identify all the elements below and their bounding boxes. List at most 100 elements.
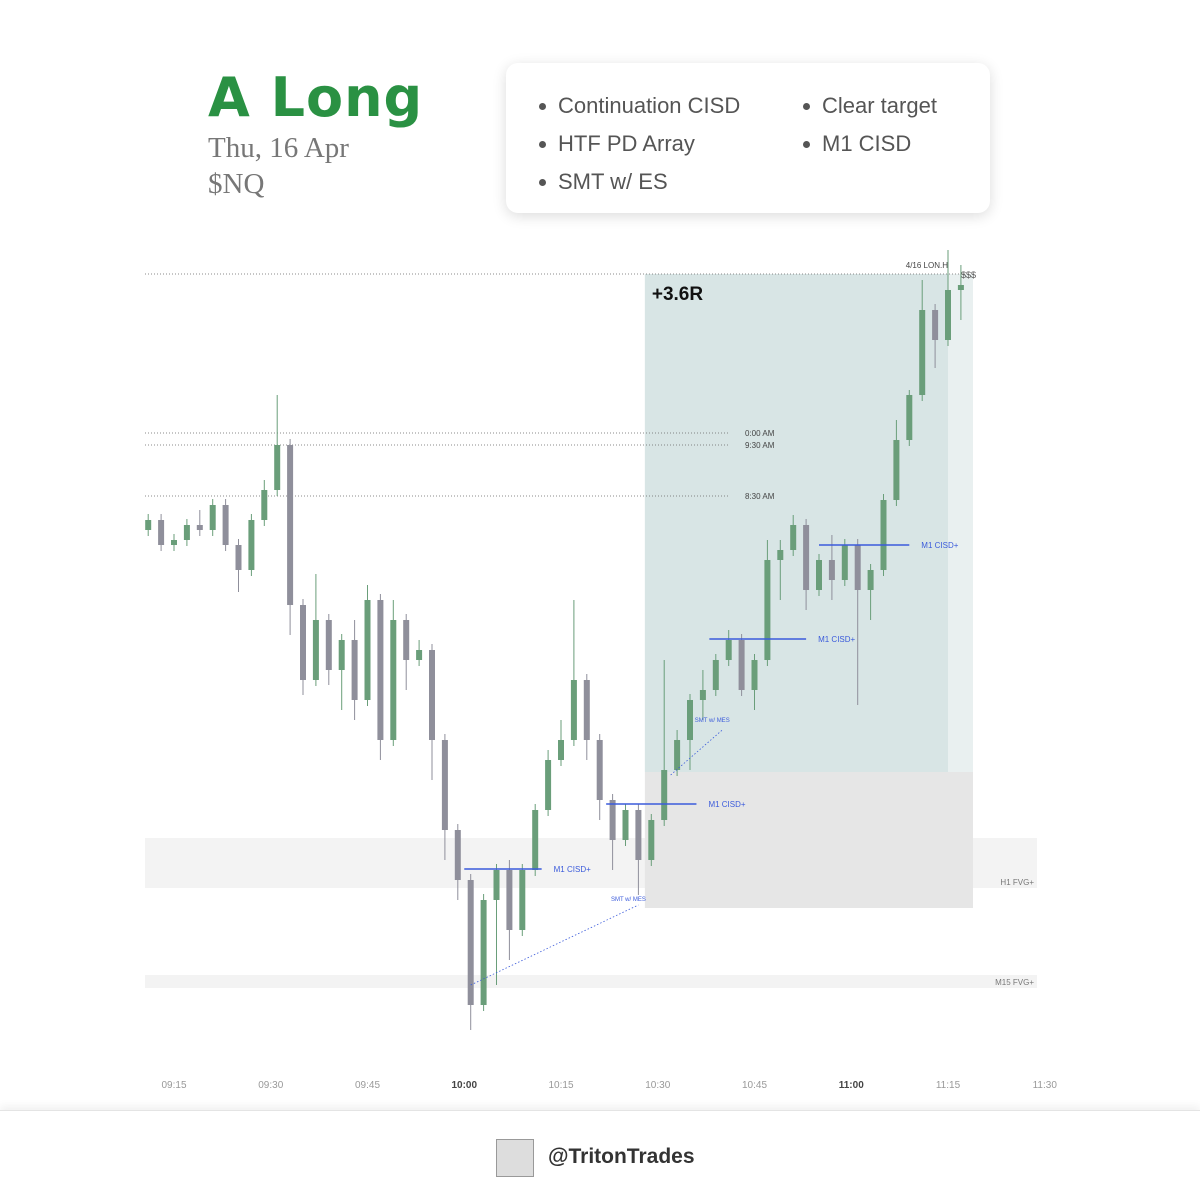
candle-body	[880, 500, 887, 570]
candle-body	[648, 820, 655, 860]
cisd-label: M1 CISD+	[921, 541, 958, 550]
candle-body	[429, 650, 435, 740]
target-zone	[644, 274, 948, 772]
candle-body	[609, 800, 616, 840]
handle: @TritonTrades	[548, 1145, 695, 1168]
level-label: 8:30 AM	[745, 492, 775, 501]
x-tick-label: 11:30	[1033, 1080, 1058, 1091]
candle-body	[545, 760, 552, 810]
candle-body	[751, 660, 758, 690]
candle-body	[454, 830, 461, 880]
candle-body	[493, 870, 500, 900]
candle-body	[777, 550, 784, 560]
avatar	[496, 1139, 534, 1177]
candle-body	[674, 740, 681, 770]
candle-body	[816, 560, 822, 590]
x-tick-label: 10:30	[645, 1080, 670, 1091]
candle-body	[222, 505, 229, 545]
candle-body	[932, 310, 939, 340]
stop-extension	[948, 772, 973, 908]
candle-body	[480, 900, 487, 1005]
checklist-item: Continuation CISD	[536, 87, 740, 125]
candle-body	[945, 290, 951, 340]
chart: H1 FVG+ M15 FVG+ +3.6R 4/16 LON.H 0:00 AM 9:3…	[145, 250, 1058, 1091]
candle-body	[867, 570, 874, 590]
candle-body	[390, 620, 397, 740]
candle-body	[622, 810, 629, 840]
x-tick-label: 09:30	[258, 1080, 283, 1091]
x-tick-label: 10:00	[451, 1080, 477, 1091]
cisd-label: M1 CISD+	[708, 800, 745, 809]
candle-body	[854, 545, 861, 590]
x-tick-label: 10:45	[742, 1080, 767, 1091]
candle-body	[261, 490, 268, 520]
candle-body	[158, 520, 165, 545]
candle-body	[661, 770, 668, 820]
candle-body	[467, 880, 474, 1005]
candle-body	[699, 690, 706, 700]
candle-body	[570, 680, 577, 740]
checklist-column: Clear target M1 CISD	[800, 87, 937, 163]
x-tick-label: 11:00	[839, 1080, 864, 1091]
candle-body	[532, 810, 539, 870]
candle-body	[416, 650, 423, 660]
candle-body	[596, 740, 603, 800]
candle-body	[171, 540, 177, 545]
candle-body	[351, 640, 358, 700]
candle-body	[893, 440, 900, 500]
candle-body	[712, 660, 719, 690]
candle-body	[919, 310, 926, 395]
candle-body	[957, 285, 964, 290]
fvg-zone	[145, 975, 1037, 988]
smt-line	[470, 904, 639, 986]
checklist: Continuation CISD HTF PD Array SMT w/ ES…	[506, 63, 990, 213]
candle-body	[558, 740, 564, 760]
checklist-item: SMT w/ ES	[536, 163, 740, 201]
level-label: 0:00 AM	[745, 429, 775, 438]
level-label: 9:30 AM	[745, 441, 775, 450]
date: Thu, 16 Apr	[208, 132, 349, 164]
candle-body	[300, 605, 306, 680]
candle-body	[738, 640, 745, 690]
cisd-label: M1 CISD+	[554, 865, 591, 874]
r-multiple: +3.6R	[652, 284, 704, 305]
candle-body	[803, 525, 810, 590]
smt-label: SMT w/ MES	[611, 897, 646, 903]
candle-body	[274, 445, 281, 490]
candle-body	[506, 870, 513, 930]
candle-body	[209, 505, 216, 530]
target-extension	[948, 274, 973, 772]
x-tick-label: 10:15	[548, 1080, 573, 1091]
candle-body	[583, 680, 590, 740]
candle-body	[248, 520, 255, 570]
checklist-item: HTF PD Array	[536, 125, 740, 163]
symbol: $NQ	[208, 168, 265, 200]
zone-label: H1 FVG+	[1000, 878, 1034, 887]
cisd-label: M1 CISD+	[818, 635, 855, 644]
candle-body	[196, 525, 203, 530]
candle-body	[364, 600, 371, 700]
candle-body	[687, 700, 693, 740]
title: A Long	[208, 66, 424, 129]
stop-zone	[644, 772, 948, 908]
candle-body	[519, 870, 526, 930]
candle-body	[145, 520, 152, 530]
x-tick-label: 11:15	[936, 1080, 961, 1091]
candle-body	[725, 640, 732, 660]
candle-body	[312, 620, 319, 680]
candle-body	[287, 445, 294, 605]
checklist-item: M1 CISD	[800, 125, 937, 163]
candle-body	[325, 620, 332, 670]
smt-label: SMT w/ MES	[695, 718, 730, 724]
candle-body	[403, 620, 410, 660]
zone-label: M15 FVG+	[995, 978, 1034, 987]
candle-body	[635, 810, 642, 860]
x-tick-label: 09:15	[161, 1080, 186, 1091]
level-label: 4/16 LON.H	[906, 261, 948, 270]
candle-body	[906, 395, 913, 440]
candle-body	[790, 525, 797, 550]
candle-body	[183, 525, 190, 540]
target-label: $$$	[961, 270, 976, 280]
candle-body	[828, 560, 835, 580]
